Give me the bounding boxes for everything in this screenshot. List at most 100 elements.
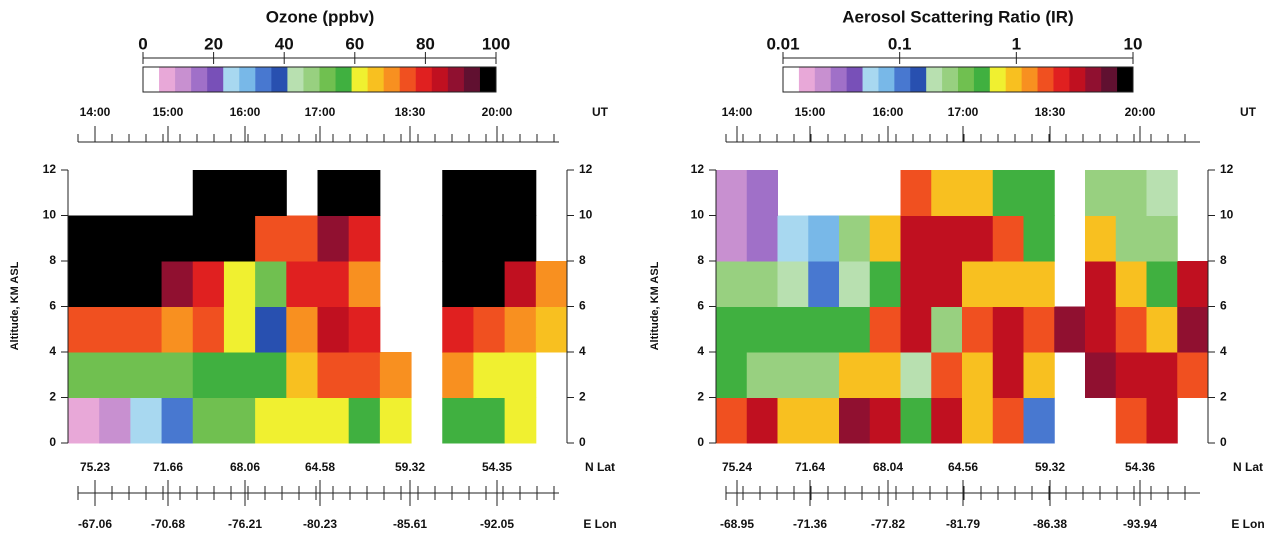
heatmap-cell: [839, 352, 871, 398]
lat-label: 59.32: [1035, 460, 1065, 474]
colorbar-swatch: [910, 67, 927, 92]
colorbar-swatch: [1053, 67, 1070, 92]
y-tick-label: 12: [691, 162, 705, 176]
heatmap-cell: [379, 352, 412, 398]
time-label: 16:00: [230, 105, 261, 119]
heatmap-cell: [1023, 170, 1055, 216]
heatmap-cell: [1146, 261, 1178, 307]
y-tick-label: 10: [1220, 208, 1234, 222]
y-tick-label: 12: [43, 162, 57, 176]
lon-label: -71.36: [793, 517, 827, 531]
heatmap-cell: [317, 261, 350, 307]
heatmap-cell: [255, 352, 287, 398]
heatmap-cell: [962, 352, 994, 398]
colorbar-tick-label: 0.1: [888, 34, 912, 53]
colorbar-swatch: [351, 67, 369, 92]
heatmap-cell: [716, 306, 748, 353]
colorbar-swatch: [830, 67, 848, 92]
heatmap-cell: [286, 397, 318, 444]
heatmap-cell: [962, 306, 994, 353]
heatmap-cell: [808, 261, 840, 307]
heatmap-cell: [1146, 397, 1178, 444]
heatmap-cell: [777, 306, 809, 353]
heatmap-cell: [99, 215, 131, 262]
heatmap-cell: [992, 306, 1024, 353]
heatmap-cell: [808, 397, 840, 444]
heatmap-cell: [348, 170, 381, 216]
heatmap-cell: [962, 170, 994, 216]
colorbar-swatch: [255, 67, 272, 92]
heatmap-cell: [223, 170, 256, 216]
heatmap-cell: [992, 215, 1024, 262]
colorbar-tick-label: 60: [345, 34, 364, 53]
heatmap-cell: [931, 352, 963, 398]
heatmap-cell: [1085, 170, 1117, 216]
lat-label: 59.32: [395, 460, 425, 474]
heatmap-cell: [473, 306, 506, 353]
lat-label: 71.66: [153, 460, 183, 474]
y-tick-label: 4: [697, 344, 704, 358]
heatmap-cell: [839, 261, 871, 307]
colorbar-swatch: [1037, 67, 1054, 92]
heatmap-cell: [962, 215, 994, 262]
colorbar-swatch: [878, 67, 895, 92]
y-tick-label: 8: [579, 253, 586, 267]
colorbar-tick-label: 0: [138, 34, 147, 53]
lat-label: 75.23: [80, 460, 110, 474]
colorbar-swatch: [319, 67, 337, 92]
colorbar-swatch: [191, 67, 208, 92]
heatmap-cell: [286, 215, 318, 262]
heatmap-cell: [1146, 352, 1178, 398]
heatmap-cell: [746, 261, 778, 307]
colorbar-swatch: [303, 67, 320, 92]
heatmap-cell: [535, 306, 568, 353]
heatmap-cell: [900, 352, 932, 398]
lat-label: 54.36: [1125, 460, 1155, 474]
heatmap-cell: [473, 352, 506, 398]
colorbar-swatch: [846, 67, 864, 92]
heatmap-cell: [442, 306, 474, 353]
time-label: 17:00: [948, 105, 979, 119]
heatmap-cell: [869, 215, 901, 262]
time-label: 14:00: [80, 105, 111, 119]
heatmap-cell: [504, 261, 537, 307]
heatmap-cell: [1023, 215, 1055, 262]
y-tick-label: 0: [49, 435, 56, 449]
lat-label: 64.58: [305, 460, 335, 474]
heatmap-cell: [99, 261, 131, 307]
heatmap-cell: [992, 397, 1024, 444]
heatmap-cell: [161, 352, 194, 398]
heatmap-cell: [192, 170, 225, 216]
time-label: 17:00: [305, 105, 336, 119]
lon-label: -76.21: [228, 517, 262, 531]
heatmap-cell: [1146, 170, 1178, 216]
colorbar-swatch: [367, 67, 385, 92]
heatmap-cell: [223, 261, 256, 307]
colorbar-swatch: [1101, 67, 1118, 92]
y-tick-label: 2: [579, 390, 586, 404]
heatmap-cell: [869, 397, 901, 444]
y-tick-label: 4: [1220, 344, 1227, 358]
colorbar-swatch: [942, 67, 959, 92]
heatmap-cell: [68, 215, 100, 262]
heatmap-cell: [473, 397, 506, 444]
time-label: 18:30: [1035, 105, 1066, 119]
y-tick-label: 8: [1220, 253, 1227, 267]
heatmap-cell: [473, 170, 506, 216]
heatmap-cell: [317, 306, 350, 353]
heatmap-cell: [317, 170, 350, 216]
heatmap-cell: [808, 306, 840, 353]
colorbar-swatch: [223, 67, 240, 92]
y-axis-title: Altitude, KM ASL: [9, 261, 21, 350]
heatmap-cell: [286, 352, 318, 398]
heatmap-cell: [746, 397, 778, 444]
colorbar-swatch: [287, 67, 304, 92]
time-label: 15:00: [153, 105, 184, 119]
heatmap-cell: [130, 261, 163, 307]
y-tick-label: 0: [1220, 435, 1227, 449]
colorbar-swatch: [143, 67, 160, 92]
heatmap-cell: [1115, 306, 1147, 353]
heatmap-cell: [286, 306, 318, 353]
heatmap-cell: [68, 397, 100, 444]
colorbar-tick-label: 1: [1012, 34, 1021, 53]
